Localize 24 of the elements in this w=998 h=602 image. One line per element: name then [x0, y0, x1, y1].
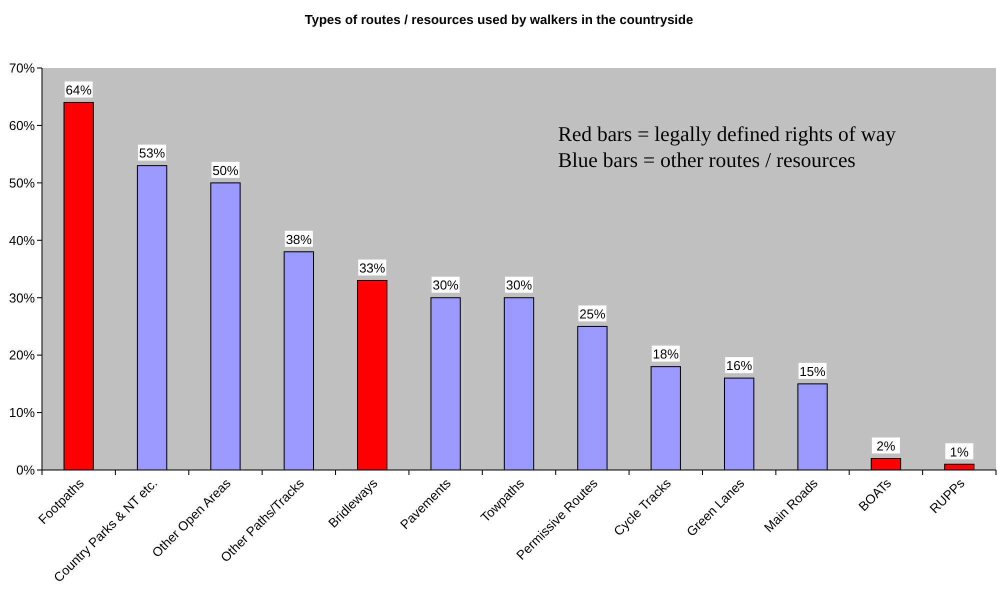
data-label: 30% — [506, 278, 532, 293]
data-label: 53% — [139, 146, 166, 161]
data-label: 25% — [579, 306, 606, 322]
y-tick-label: 40% — [8, 232, 36, 248]
annotation: Blue bars = other routes / resources — [558, 148, 856, 172]
data-label: 33% — [359, 260, 386, 276]
data-label: 2% — [876, 438, 896, 454]
y-tick-label: 50% — [8, 175, 36, 190]
data-label: 64% — [66, 82, 92, 98]
data-label: 50% — [212, 162, 239, 178]
chart-title: Types of routes / resources used by walkers in the countryside — [304, 12, 694, 27]
data-label: 16% — [726, 358, 753, 374]
y-tick-label: 10% — [8, 405, 36, 420]
data-label: 18% — [652, 346, 680, 362]
y-tick-label: 0% — [16, 462, 36, 478]
y-tick-label: 60% — [8, 118, 36, 133]
data-label: 1% — [950, 444, 970, 460]
annotation: Red bars = legally defined rights of way — [558, 122, 896, 146]
data-label: 38% — [286, 232, 312, 247]
y-tick-label: 30% — [8, 290, 36, 306]
y-tick-label: 70% — [8, 60, 36, 76]
data-label: 30% — [432, 278, 460, 293]
data-label: 15% — [800, 364, 826, 379]
y-tick-label: 20% — [8, 348, 36, 363]
